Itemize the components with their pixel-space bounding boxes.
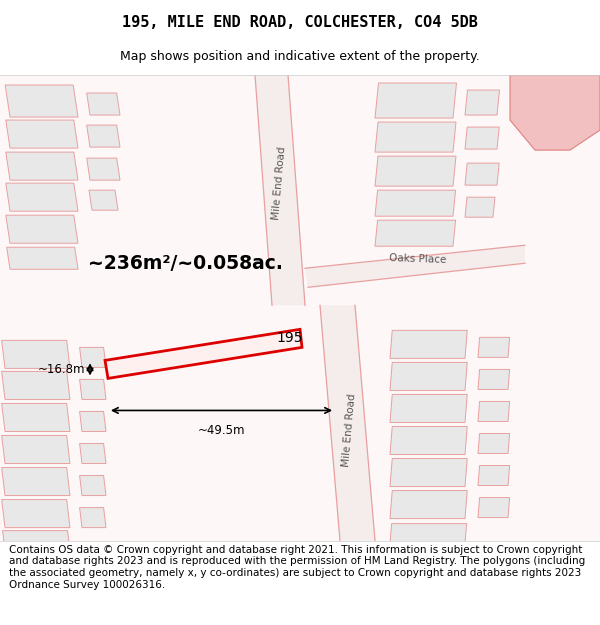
Polygon shape <box>465 90 499 115</box>
Polygon shape <box>390 524 467 544</box>
Polygon shape <box>2 371 70 399</box>
Polygon shape <box>375 220 455 246</box>
Polygon shape <box>465 163 499 185</box>
Polygon shape <box>2 531 70 551</box>
Polygon shape <box>390 394 467 422</box>
Polygon shape <box>375 83 457 118</box>
Polygon shape <box>87 125 120 147</box>
Polygon shape <box>80 348 106 368</box>
Polygon shape <box>80 476 106 496</box>
Polygon shape <box>478 466 509 486</box>
Polygon shape <box>465 127 499 149</box>
Polygon shape <box>6 183 78 211</box>
Text: ~236m²/~0.058ac.: ~236m²/~0.058ac. <box>88 254 283 272</box>
Polygon shape <box>255 75 305 305</box>
Polygon shape <box>478 401 509 421</box>
Polygon shape <box>5 85 78 117</box>
Polygon shape <box>2 341 70 368</box>
Polygon shape <box>2 404 70 431</box>
Text: Mile End Road: Mile End Road <box>271 146 287 220</box>
Polygon shape <box>375 190 455 216</box>
Polygon shape <box>2 499 70 528</box>
Polygon shape <box>89 190 118 210</box>
Polygon shape <box>478 338 509 357</box>
Polygon shape <box>465 197 495 217</box>
Polygon shape <box>478 369 509 389</box>
Polygon shape <box>478 434 509 454</box>
Polygon shape <box>80 379 106 399</box>
Polygon shape <box>305 245 525 288</box>
Text: Oaks Place: Oaks Place <box>389 253 447 265</box>
Text: 195, MILE END ROAD, COLCHESTER, CO4 5DB: 195, MILE END ROAD, COLCHESTER, CO4 5DB <box>122 15 478 30</box>
Polygon shape <box>80 444 106 464</box>
Polygon shape <box>7 248 78 269</box>
Polygon shape <box>478 498 509 518</box>
Polygon shape <box>390 331 467 358</box>
Polygon shape <box>390 491 467 519</box>
Polygon shape <box>105 329 302 378</box>
Polygon shape <box>6 152 78 180</box>
Polygon shape <box>390 426 467 454</box>
Text: ~49.5m: ~49.5m <box>198 424 245 438</box>
Polygon shape <box>80 411 106 431</box>
Polygon shape <box>390 362 467 391</box>
Text: Mile End Road: Mile End Road <box>341 393 357 468</box>
Polygon shape <box>87 93 120 115</box>
Polygon shape <box>375 156 456 186</box>
Polygon shape <box>87 158 120 180</box>
Polygon shape <box>6 120 78 148</box>
Polygon shape <box>2 436 70 464</box>
Text: ~16.8m: ~16.8m <box>37 363 85 376</box>
Polygon shape <box>80 508 106 528</box>
Polygon shape <box>390 459 467 486</box>
Polygon shape <box>6 215 78 243</box>
Polygon shape <box>2 468 70 496</box>
Text: Contains OS data © Crown copyright and database right 2021. This information is : Contains OS data © Crown copyright and d… <box>9 545 585 589</box>
Polygon shape <box>375 122 456 152</box>
Polygon shape <box>320 305 375 541</box>
Polygon shape <box>510 75 600 150</box>
Text: Map shows position and indicative extent of the property.: Map shows position and indicative extent… <box>120 50 480 62</box>
Text: 195: 195 <box>277 331 303 346</box>
